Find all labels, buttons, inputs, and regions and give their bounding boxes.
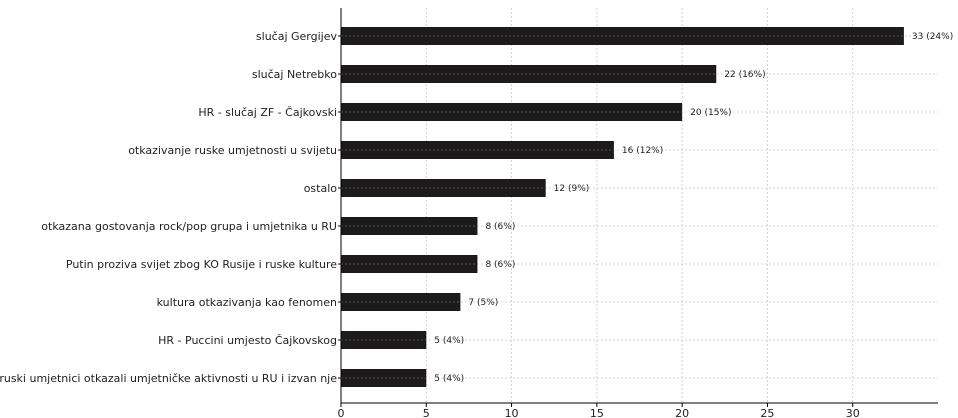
data-label: 8 (6%): [485, 222, 515, 232]
category-label: otkazivanje ruske umjetnosti u svijetu: [128, 144, 337, 157]
bar: [341, 103, 683, 121]
data-label: 33 (24%): [912, 32, 953, 42]
data-label: 8 (6%): [485, 260, 515, 270]
data-label: 7 (5%): [468, 298, 498, 308]
category-label: slučaj Gergijev: [256, 30, 338, 43]
category-label: Putin proziva svijet zbog KO Rusije i ru…: [66, 258, 337, 271]
data-label: 12 (9%): [554, 184, 590, 194]
bar: [341, 331, 427, 349]
category-label: ruski umjetnici otkazali umjetničke akti…: [0, 372, 337, 385]
bar: [341, 293, 461, 311]
data-label: 22 (16%): [724, 70, 765, 80]
data-label: 5 (4%): [434, 374, 464, 384]
category-label: slučaj Netrebko: [252, 68, 337, 81]
x-tick-label: 30: [846, 407, 860, 418]
data-label: 20 (15%): [690, 108, 731, 118]
bars: [341, 27, 904, 387]
bar: [341, 369, 427, 387]
x-tick-label: 10: [505, 407, 519, 418]
data-labels: 33 (24%) 22 (16%) 20 (15%) 16 (12%) 12 (9%) 8…: [434, 32, 953, 384]
x-tick-label: 25: [760, 407, 774, 418]
category-label: ostalo: [304, 182, 338, 195]
category-labels: slučaj Gergijev slučaj Netrebko HR - sluča…: [0, 30, 337, 385]
x-tick-label: 0: [338, 407, 345, 418]
category-label: HR - slučaj ZF - Čajkovski: [198, 106, 337, 119]
x-tick-label: 5: [423, 407, 430, 418]
data-label: 16 (12%): [622, 146, 663, 156]
category-label: otkazana gostovanja rock/pop grupa i umj…: [41, 220, 337, 233]
x-tick-label: 15: [590, 407, 604, 418]
category-label: HR - Puccini umjesto Čajkovskog: [158, 334, 337, 347]
bar: [341, 179, 546, 197]
x-tick-label: 20: [675, 407, 689, 418]
data-label: 5 (4%): [434, 336, 464, 346]
category-label: kultura otkazivanja kao fenomen: [157, 296, 337, 309]
axes: 0 5 10 15 20 25 30: [338, 8, 938, 418]
bar: [341, 65, 717, 83]
